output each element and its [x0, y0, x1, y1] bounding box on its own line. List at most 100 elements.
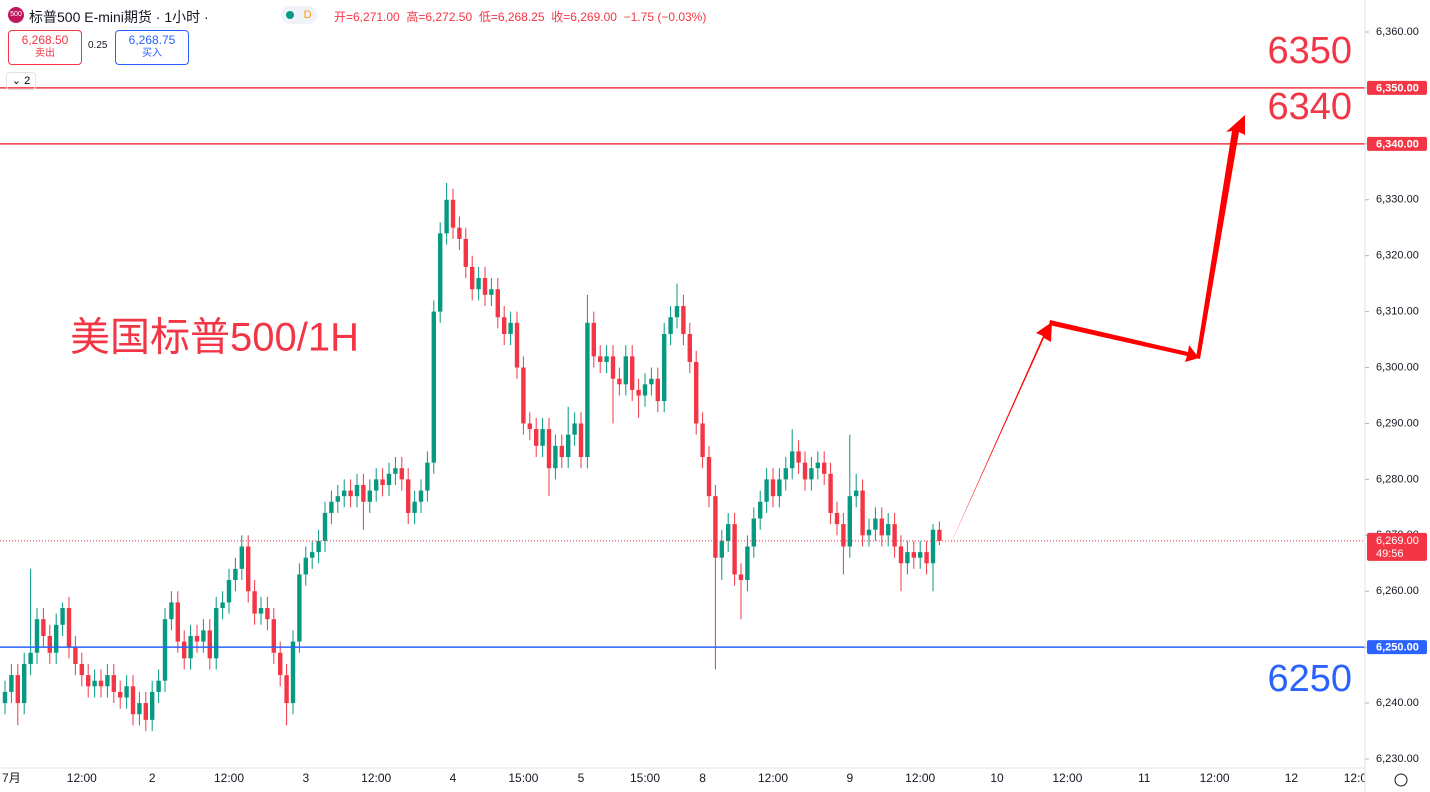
- level-annotation: 6250: [1267, 658, 1352, 700]
- candle-body: [572, 423, 577, 435]
- sell-price: 6,268.50: [21, 33, 69, 47]
- candle-body: [342, 490, 347, 497]
- arrow: [1196, 115, 1245, 359]
- candle-body: [457, 227, 462, 239]
- ohlc-close: 收=6,269.00: [551, 10, 617, 24]
- candle-body: [911, 552, 916, 558]
- candle-body: [2, 691, 8, 704]
- candle-body: [598, 356, 603, 362]
- candle-body: [578, 423, 584, 458]
- candle-body: [706, 457, 712, 497]
- candle-body: [649, 378, 654, 385]
- candle-body: [124, 686, 129, 698]
- candle-body: [233, 568, 238, 581]
- candle-body: [674, 306, 680, 318]
- candle-body: [694, 361, 699, 424]
- candle-body: [438, 233, 443, 312]
- candle-body: [777, 479, 782, 497]
- candle-body: [354, 484, 360, 497]
- candle-body: [335, 496, 340, 502]
- candle-body: [841, 524, 846, 547]
- candle-body: [866, 529, 872, 536]
- arrow: [947, 322, 1052, 552]
- candle-body: [271, 619, 276, 653]
- countdown: 49:56: [1376, 548, 1404, 560]
- candle-body: [790, 451, 795, 469]
- candle-body: [60, 608, 65, 625]
- candle-body: [15, 675, 20, 704]
- spread: 0.25: [88, 40, 108, 51]
- candle-body: [265, 608, 270, 620]
- candle-body: [143, 703, 148, 720]
- candle-body: [54, 624, 59, 653]
- candle-body: [886, 524, 891, 536]
- candle-body: [719, 540, 724, 558]
- candle-body: [92, 680, 97, 687]
- level-tag-label: 6,250.00: [1376, 642, 1419, 654]
- candle-body: [892, 524, 897, 547]
- candle-body: [98, 680, 104, 687]
- level-tag-label: 6,340.00: [1376, 138, 1419, 150]
- candle-body: [310, 552, 315, 558]
- status-pill: D: [281, 6, 317, 24]
- buy-button[interactable]: 6,268.75 买入: [115, 30, 189, 65]
- indicator-toggle[interactable]: ⌄ 2: [6, 72, 36, 90]
- candle-body: [610, 356, 616, 379]
- candle-body: [150, 691, 155, 720]
- candle-body: [700, 423, 705, 458]
- candle-body: [207, 630, 212, 659]
- candle-body: [86, 675, 91, 687]
- candle-body: [425, 462, 430, 491]
- candle-body: [22, 663, 27, 704]
- candle-body: [566, 434, 571, 458]
- candle-body: [431, 311, 436, 463]
- candle-body: [239, 546, 244, 569]
- candle-body: [930, 529, 936, 564]
- candle-body: [815, 462, 820, 469]
- candle-body: [540, 429, 545, 446]
- candle-body: [130, 686, 136, 715]
- candle-body: [604, 356, 609, 362]
- settings-icon[interactable]: [1394, 773, 1408, 787]
- symbol-icon: 500: [8, 7, 24, 23]
- candle-body: [450, 199, 456, 228]
- x-tick-label: 12: [1285, 771, 1299, 785]
- candle-body: [514, 322, 520, 368]
- candle-body: [329, 501, 334, 513]
- candle-body: [617, 378, 622, 385]
- candle-body: [879, 518, 884, 536]
- y-tick-label: 6,320.00: [1376, 250, 1419, 262]
- y-tick-label: 6,300.00: [1376, 361, 1419, 373]
- y-tick-label: 6,230.00: [1376, 753, 1419, 765]
- symbol-title[interactable]: 标普500 E-mini期货 · 1小时 ·: [29, 9, 209, 25]
- candle-body: [662, 333, 667, 402]
- ohlc-high: 高=6,272.50: [406, 10, 473, 24]
- sell-button[interactable]: 6,268.50 卖出: [8, 30, 82, 65]
- last-price-label: 6,269.00: [1376, 535, 1419, 547]
- candle-body: [118, 691, 123, 698]
- y-tick-label: 6,260.00: [1376, 585, 1419, 597]
- indicator-count: 2: [24, 75, 31, 87]
- candle-body: [258, 608, 264, 614]
- candle-body: [175, 602, 180, 642]
- y-tick-label: 6,310.00: [1376, 306, 1419, 318]
- x-tick-label: 12:00: [67, 771, 97, 785]
- candle-body: [822, 462, 827, 474]
- level-annotation: 6340: [1267, 86, 1352, 128]
- x-tick-label: 15:00: [508, 771, 538, 785]
- candle-body: [482, 278, 488, 295]
- ohlc: 开=6,271.00 高=6,272.50 低=6,268.25 收=6,269…: [334, 8, 706, 25]
- candle-body: [278, 652, 283, 676]
- level-tag: [1367, 80, 1427, 95]
- ohlc-open: 开=6,271.00: [334, 10, 400, 24]
- candle-body: [418, 490, 424, 502]
- arrow: [1049, 320, 1199, 362]
- candle-body: [854, 490, 859, 497]
- candle-body: [937, 529, 942, 541]
- level-annotation: 6350: [1267, 30, 1352, 72]
- candle-body: [713, 496, 718, 558]
- candle-body: [898, 546, 904, 564]
- candle-body: [412, 501, 417, 513]
